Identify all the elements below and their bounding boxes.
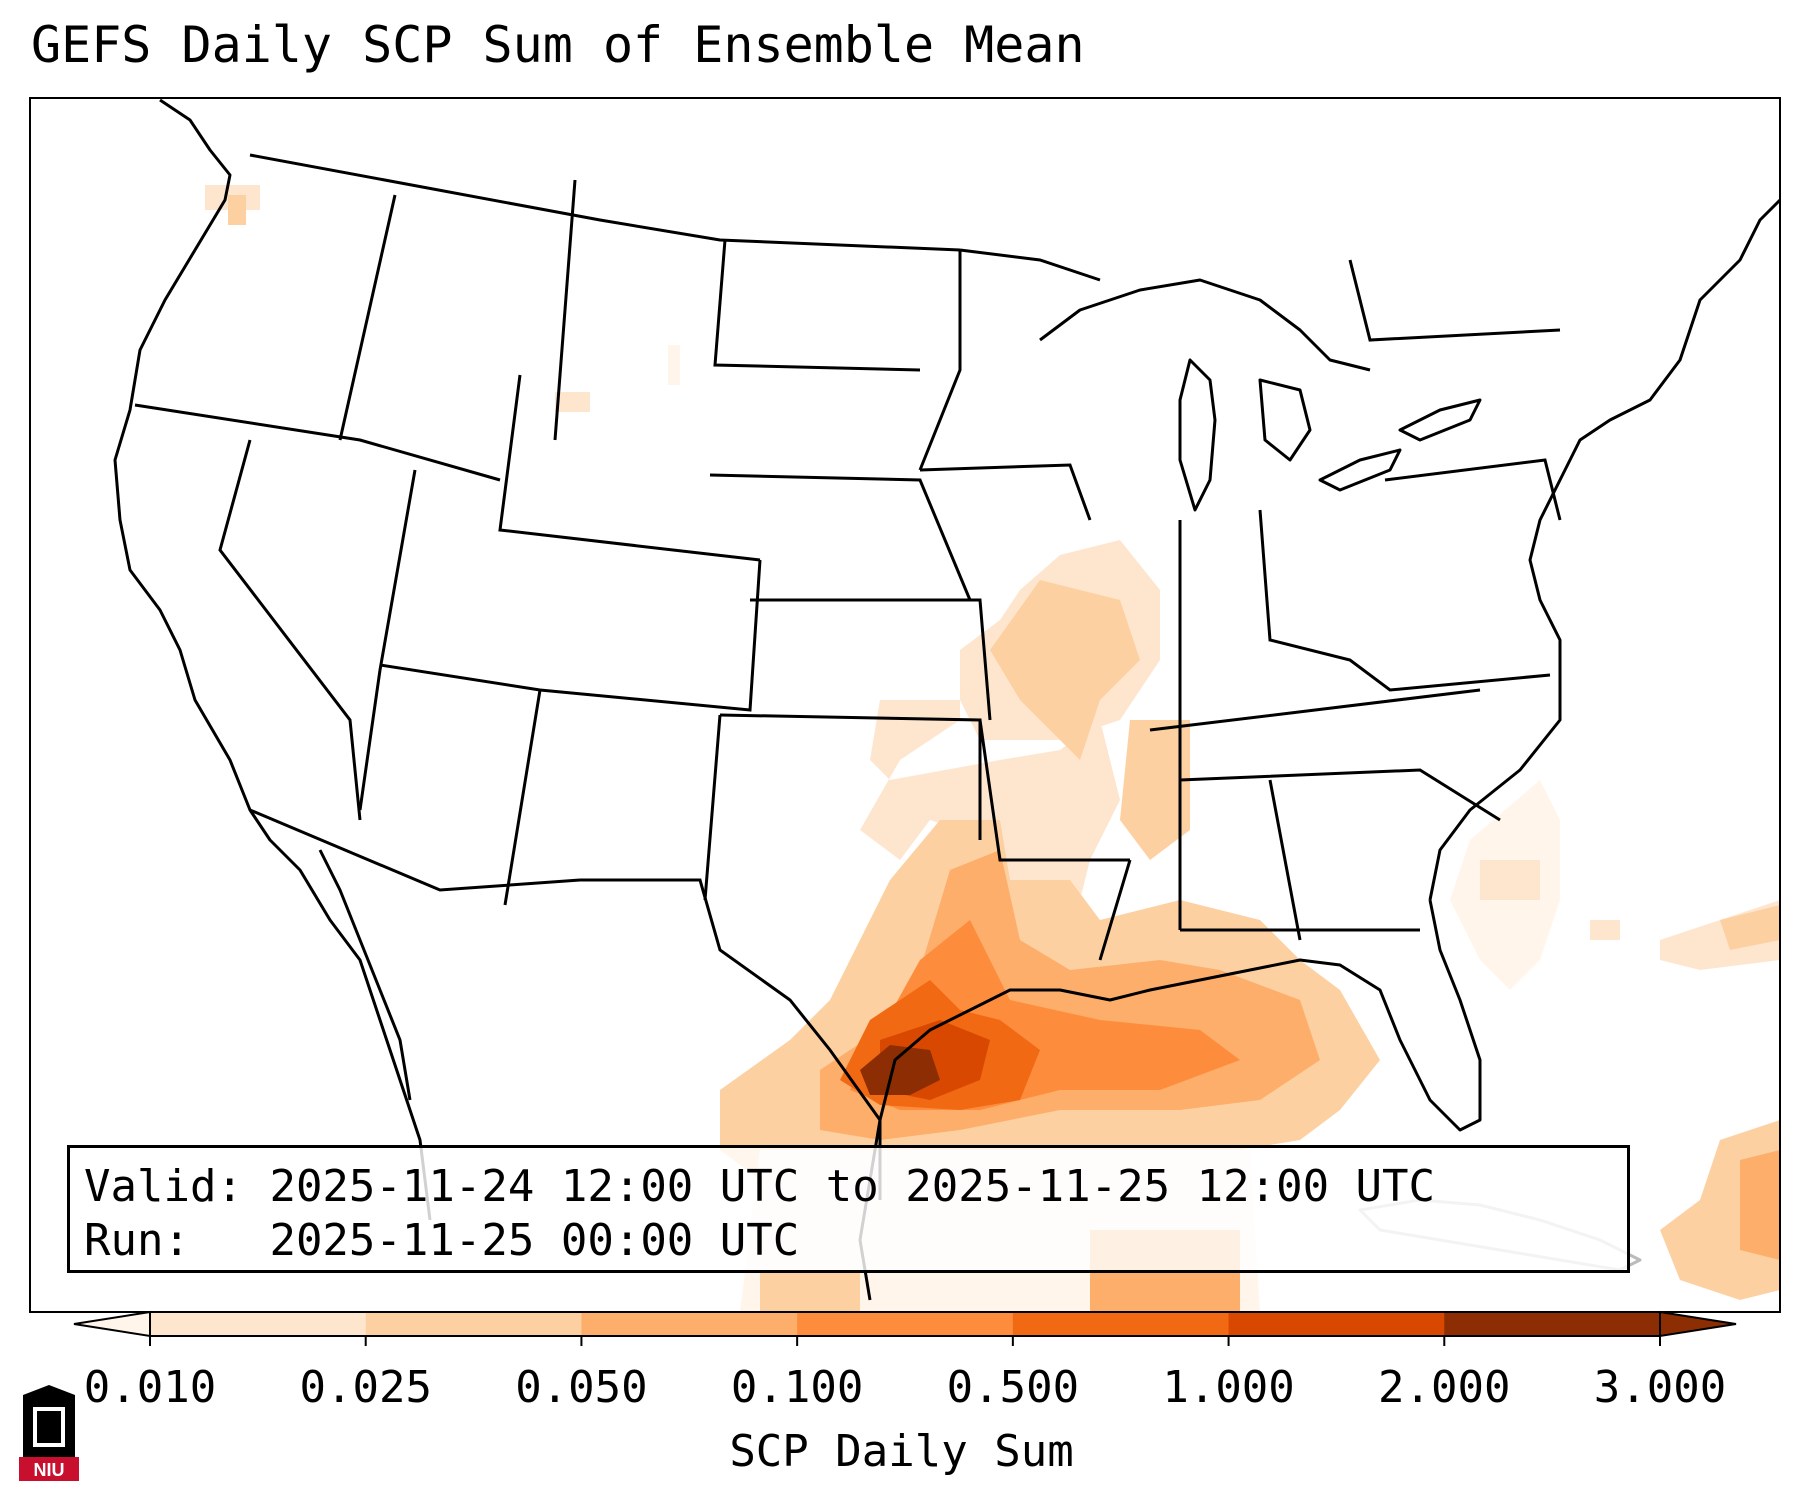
al-ga-border — [1268, 779, 1302, 941]
wa-id-border — [338, 194, 397, 441]
scp-cell — [555, 392, 590, 412]
scp-region — [1740, 1150, 1780, 1260]
valid-label: Valid: — [84, 1161, 243, 1212]
colorbar-segment — [1228, 1312, 1445, 1336]
colorbar-tick-label: 3.000 — [1593, 1362, 1727, 1413]
ny-border — [1348, 259, 1561, 342]
colorbar-tick-label: 2.000 — [1378, 1362, 1511, 1413]
colorbar-segment — [797, 1312, 1014, 1336]
colorbar-segment — [365, 1312, 582, 1336]
scp-region — [1120, 720, 1190, 860]
mt-border — [553, 179, 577, 441]
colorbar-label: SCP Daily Sum — [729, 1426, 1074, 1477]
wy-border — [498, 374, 761, 562]
baja-coastline — [318, 849, 412, 1101]
lake-michigan — [1178, 358, 1217, 512]
logo-banner — [19, 1457, 79, 1481]
colorbar-segment — [1012, 1312, 1230, 1336]
nd-sd-border — [713, 239, 921, 372]
nv-ut-border — [358, 469, 417, 811]
scp-cell — [1480, 860, 1540, 900]
run-text: 2025-11-25 00:00 UTC — [269, 1215, 800, 1266]
scp-cell — [1590, 920, 1620, 940]
colorbar-tick-label: 0.025 — [299, 1362, 432, 1413]
colorbar-tick-label: 0.100 — [730, 1362, 864, 1413]
logo-window — [37, 1411, 61, 1443]
scp-region — [990, 580, 1140, 760]
colorbar-segment — [1444, 1312, 1661, 1336]
nc-sc-border — [1179, 768, 1501, 822]
west-coastline — [113, 98, 432, 1221]
east-coastline — [1428, 198, 1780, 901]
colorbar-tick-label: 0.010 — [83, 1362, 217, 1413]
scp-cell — [760, 1270, 860, 1312]
colorbar — [73, 1310, 1737, 1346]
or-ca-border — [134, 403, 501, 482]
ks-border — [750, 598, 992, 721]
logo-roof — [23, 1385, 75, 1395]
logo-text: NIU — [34, 1460, 65, 1480]
lake-erie — [1318, 448, 1402, 492]
map-title: GEFS Daily SCP Sum of Ensemble Mean — [31, 16, 1085, 74]
lake-huron — [1258, 378, 1312, 462]
nm-tx-border — [703, 714, 722, 901]
co-border — [379, 559, 762, 712]
colorbar-tick-label: 0.050 — [515, 1362, 648, 1413]
colorbar-extend-min — [73, 1310, 151, 1338]
canada-border — [249, 153, 961, 252]
ca-nv-border — [218, 439, 362, 821]
scp-region — [1720, 905, 1780, 950]
run-label: Run: — [84, 1215, 190, 1266]
valid-run-info-box: Valid: 2025-11-24 12:00 UTC to 2025-11-2… — [67, 1145, 1630, 1273]
gulf-coastline — [878, 899, 1482, 1200]
border-layer — [134, 153, 1562, 1121]
ms-border — [1098, 859, 1132, 961]
ar-border — [978, 719, 1130, 862]
ia-border — [919, 463, 1092, 521]
scp-cell — [228, 195, 246, 225]
us-mexico-border-tx — [580, 878, 882, 1121]
colorbar-tick-label: 0.500 — [946, 1362, 1080, 1413]
mn-border — [918, 250, 962, 471]
lake-ontario — [1398, 398, 1482, 442]
colorbar-segment — [150, 1312, 367, 1336]
us-mexico-border-west — [249, 808, 581, 892]
colorbar-extend-max — [1659, 1310, 1737, 1338]
pa-border — [1384, 458, 1562, 521]
colorbar-tick-label: 1.000 — [1162, 1362, 1295, 1413]
niu-logo-icon: NIU — [19, 1385, 79, 1481]
colorbar-outline — [149, 1311, 1661, 1337]
scp-max-region — [860, 1045, 940, 1095]
valid-text: 2025-11-24 12:00 UTC to 2025-11-25 12:00… — [269, 1161, 1436, 1212]
scp-cell — [668, 345, 680, 385]
az-nm-border — [503, 689, 542, 906]
ne-border — [709, 473, 972, 601]
tn-border — [1149, 688, 1481, 732]
oh-ky-va-border — [1258, 509, 1551, 692]
colorbar-segment — [581, 1312, 798, 1336]
lake-superior — [1039, 278, 1371, 372]
canada-border-east — [959, 248, 1101, 282]
